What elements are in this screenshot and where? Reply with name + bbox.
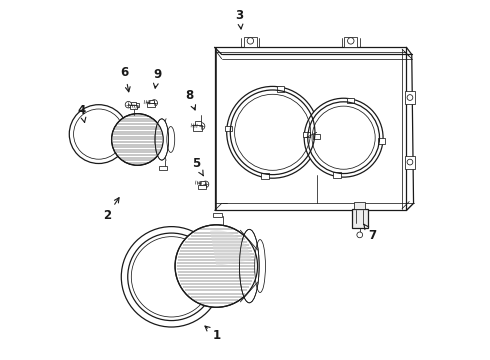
Bar [129,105,137,109]
Bar [354,202,366,209]
Bar [244,37,257,47]
Bar [198,185,206,189]
Circle shape [125,102,132,108]
Bar [346,98,354,103]
Bar [344,37,357,47]
Bar [302,132,310,137]
Bar [193,126,202,131]
Bar [214,213,222,217]
Text: 7: 7 [364,224,376,242]
Circle shape [202,181,209,188]
Circle shape [197,123,205,130]
Bar [313,134,320,139]
Bar [128,103,139,107]
Text: 3: 3 [236,9,244,29]
Bar [159,166,167,170]
Bar [334,172,341,177]
Bar [405,156,416,168]
Bar [225,126,232,131]
Bar [131,102,136,105]
Bar [261,173,269,179]
Circle shape [347,38,354,44]
Text: 2: 2 [103,198,119,222]
Circle shape [151,100,157,106]
Text: 5: 5 [193,157,203,176]
Circle shape [357,232,363,238]
Circle shape [112,114,163,165]
Text: 8: 8 [185,89,196,110]
Bar [195,121,200,126]
Circle shape [407,95,413,100]
Text: 1: 1 [205,326,220,342]
Ellipse shape [155,119,169,160]
Circle shape [407,159,413,165]
Text: 9: 9 [153,68,161,88]
Text: 4: 4 [78,104,86,122]
Bar [149,100,153,103]
Polygon shape [210,230,252,266]
Ellipse shape [240,229,259,303]
Bar [352,209,368,228]
Circle shape [175,225,258,307]
Bar [147,103,155,107]
Circle shape [122,226,221,327]
Bar [277,86,284,92]
Bar [377,139,385,144]
Circle shape [247,38,254,44]
Bar [200,181,205,185]
Bar [405,91,416,104]
Circle shape [304,98,383,177]
Text: 6: 6 [121,66,130,92]
Circle shape [227,86,318,178]
